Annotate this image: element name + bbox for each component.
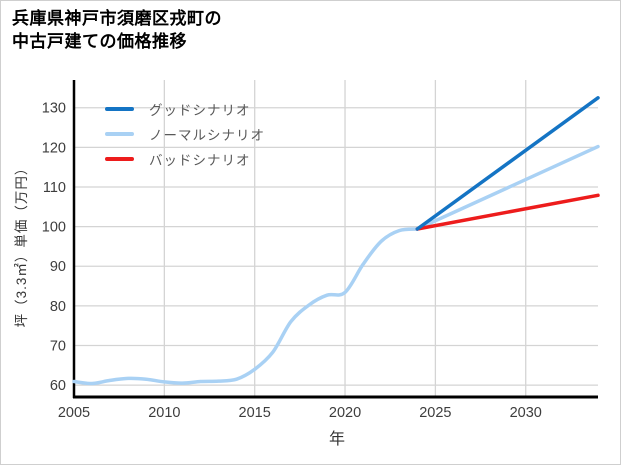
history-price-line — [72, 227, 420, 386]
x-tick-label: 2015 — [239, 405, 271, 421]
x-tick-label: 2020 — [329, 405, 361, 421]
y-tick-label: 60 — [50, 378, 66, 394]
legend-label: グッドシナリオ — [149, 102, 251, 118]
y-tick-label: 120 — [42, 140, 66, 156]
bad-scenario-line-swatch-icon — [105, 156, 134, 161]
normal-scenario-line-swatch-icon — [105, 131, 134, 136]
good-scenario-line — [415, 96, 600, 231]
good-scenario-line-swatch-icon — [105, 106, 134, 111]
chart-title-line2: 中古戸建ての価格推移 — [12, 32, 187, 51]
legend-label: ノーマルシナリオ — [149, 127, 265, 143]
x-axis-label: 年 — [328, 431, 346, 448]
normal-scenario-line — [415, 144, 600, 231]
y-tick-label: 90 — [50, 259, 66, 275]
y-tick-label: 130 — [42, 101, 66, 117]
legend-item-normal-scenario: ノーマルシナリオ — [105, 121, 265, 146]
y-axis-label: 坪（3.3㎡）単価（万円） — [14, 160, 29, 328]
x-tick-label: 2005 — [58, 405, 90, 421]
y-tick-label: 110 — [43, 180, 66, 196]
legend-label: バッドシナリオ — [149, 152, 251, 168]
chart-legend: グッドシナリオ ノーマルシナリオ バッドシナリオ — [105, 96, 265, 171]
y-tick-label: 80 — [50, 299, 66, 315]
chart-title-line1: 兵庫県神戸市須磨区戎町の — [12, 9, 222, 28]
legend-item-bad-scenario: バッドシナリオ — [105, 146, 265, 171]
x-tick-label: 2025 — [419, 405, 451, 421]
chart-title: 兵庫県神戸市須磨区戎町の 中古戸建ての価格推移 — [12, 7, 222, 53]
y-tick-label: 70 — [50, 338, 66, 354]
x-tick-label: 2030 — [510, 405, 542, 421]
legend-item-good-scenario: グッドシナリオ — [105, 96, 265, 121]
y-tick-label: 100 — [42, 220, 66, 236]
bad-scenario-line — [415, 193, 600, 231]
x-tick-label: 2010 — [148, 405, 180, 421]
